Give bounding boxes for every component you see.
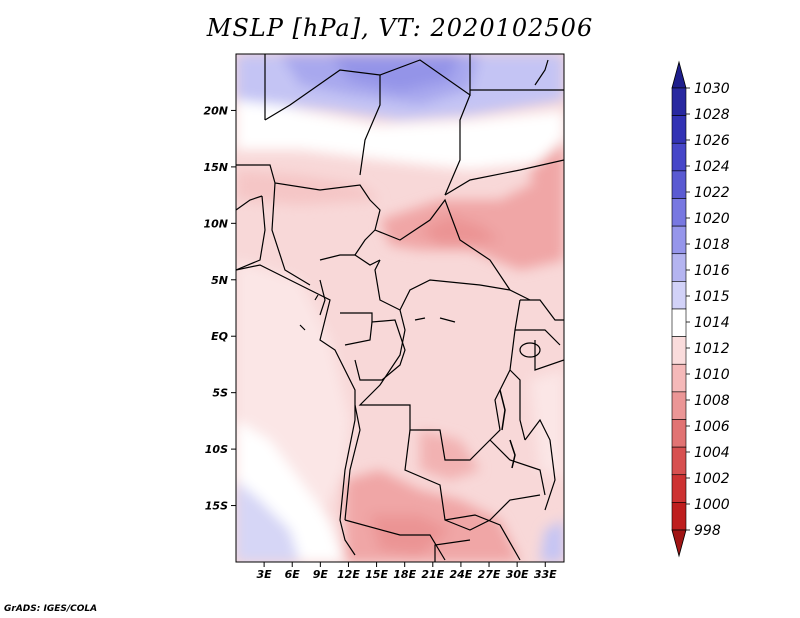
lon-tick-label: 3E xyxy=(257,568,273,581)
colorbar-box xyxy=(671,253,687,282)
colorbar-label: 1006 xyxy=(694,419,730,435)
lat-tick-label: EQ xyxy=(211,330,228,343)
colorbar-label: 1024 xyxy=(694,159,730,175)
map-title: MSLP [hPa], VT: 2020102506 xyxy=(206,14,594,42)
colorbar-label: 1022 xyxy=(694,185,730,201)
lon-tick-label: 12E xyxy=(337,568,360,581)
country-borders xyxy=(236,54,564,562)
colorbar-box xyxy=(671,391,687,420)
colorbar-label: 1026 xyxy=(694,133,730,149)
lat-tick-label: 10N xyxy=(203,217,228,230)
colorbar-box xyxy=(671,87,687,116)
lon-tick-label: 18E xyxy=(393,568,416,581)
lon-tick-label: 27E xyxy=(478,568,501,581)
colorbar-label: 1008 xyxy=(694,393,730,409)
map-frame xyxy=(235,53,565,563)
colorbar-label: 1016 xyxy=(694,263,730,279)
colorbar-label: 1018 xyxy=(694,237,730,253)
colorbar-box xyxy=(671,198,687,227)
colorbar-box xyxy=(671,502,687,531)
colorbar-box xyxy=(671,474,687,503)
colorbar-arrow-top xyxy=(671,60,687,89)
pressure-field xyxy=(236,54,564,562)
colorbar-box xyxy=(671,363,687,393)
lon-tick-label: 30E xyxy=(506,568,529,581)
lat-tick-label: 5S xyxy=(212,387,228,400)
lat-tick-label: 5N xyxy=(211,274,228,287)
colorbar-label: 1010 xyxy=(694,367,730,383)
lat-tick-label: 15S xyxy=(205,500,228,513)
colorbar-box xyxy=(671,419,687,448)
colorbar: 1030 1028 1026 1024 1022 1020 1018 1016 1015 1014… xyxy=(671,60,730,558)
colorbar-label: 1000 xyxy=(694,497,730,513)
credit-label: GrADS: IGES/COLA xyxy=(4,604,98,614)
colorbar-label: 1028 xyxy=(694,107,730,123)
colorbar-box xyxy=(671,308,687,337)
colorbar-box xyxy=(671,142,687,172)
lon-tick-label: 33E xyxy=(534,568,557,581)
colorbar-box xyxy=(671,281,687,310)
lon-tick-label: 9E xyxy=(313,568,329,581)
colorbar-box xyxy=(671,336,687,365)
colorbar-label: 1020 xyxy=(694,211,730,227)
colorbar-label: 1014 xyxy=(694,315,730,331)
colorbar-box xyxy=(671,225,687,255)
latitude-axis: 20N 15N 10N 5N EQ 5S 10S 15S xyxy=(203,104,236,513)
colorbar-label: 998 xyxy=(694,523,721,539)
colorbar-arrow-bottom xyxy=(671,529,687,558)
lon-tick-label: 24E xyxy=(450,568,473,581)
colorbar-label: 1015 xyxy=(694,289,730,305)
lon-tick-label: 21E xyxy=(421,568,444,581)
colorbar-box xyxy=(671,170,687,199)
lon-tick-label: 6E xyxy=(285,568,301,581)
colorbar-label: 1002 xyxy=(694,471,730,487)
colorbar-box xyxy=(671,446,687,476)
colorbar-box xyxy=(671,115,687,144)
colorbar-label: 1012 xyxy=(694,341,730,357)
colorbar-label: 1030 xyxy=(694,81,730,97)
lon-tick-label: 15E xyxy=(365,568,388,581)
longitude-axis: 3E 6E 9E 12E 15E 18E 21E 24E 27E 30E 33E xyxy=(257,562,557,581)
lat-tick-label: 15N xyxy=(203,161,228,174)
lat-tick-label: 10S xyxy=(205,443,228,456)
colorbar-label: 1004 xyxy=(694,445,730,461)
lat-tick-label: 20N xyxy=(203,104,228,117)
